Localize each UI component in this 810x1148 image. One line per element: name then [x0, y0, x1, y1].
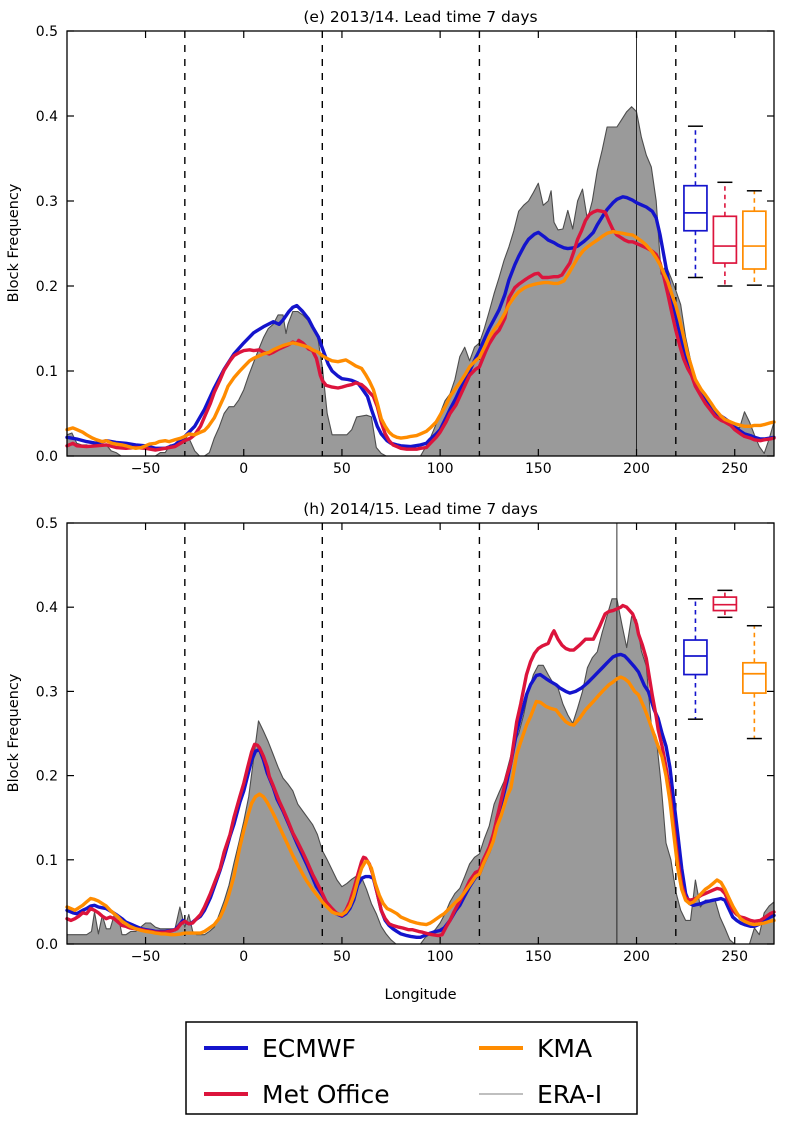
- y-tick-label: 0.0: [36, 937, 58, 953]
- x-tick-label: 0: [239, 461, 248, 477]
- axes-frame: [66, 30, 775, 457]
- x-tick-label: 50: [333, 461, 351, 477]
- legend-entry-ecmwf: ECMWF: [204, 1034, 356, 1063]
- y-tick-label: 0.3: [36, 684, 58, 700]
- x-tick-label: 150: [525, 949, 552, 965]
- legend: ECMWF Met Office KMA ERA-I: [185, 1021, 638, 1115]
- ecmwf-boxplot: [683, 125, 708, 279]
- box: [742, 661, 767, 694]
- y-tick-label: 0.2: [36, 279, 58, 295]
- x-tick-label: −50: [131, 949, 161, 965]
- y-tick-label: 0.4: [36, 600, 58, 616]
- legend-label: Met Office: [262, 1080, 390, 1109]
- x-tick-label: 100: [427, 949, 454, 965]
- y-tick-label: 0.2: [36, 769, 58, 785]
- x-tick-label: 0: [239, 949, 248, 965]
- y-tick-label: 0.4: [36, 109, 58, 125]
- x-tick-label: 200: [623, 949, 650, 965]
- met-office-line: [65, 208, 776, 452]
- y-tick-label: 0.0: [36, 449, 58, 465]
- legend-entry-era-i: ERA-I: [479, 1080, 602, 1109]
- y-tick-label: 0.5: [36, 516, 58, 532]
- met-office-boxplot: [712, 589, 738, 619]
- x-axis-label: Longitude: [384, 987, 456, 1003]
- y-tick-label: 0.1: [36, 853, 58, 869]
- era-i-area: [67, 598, 774, 944]
- y-tick-label: 0.3: [36, 194, 58, 210]
- legend-label: ECMWF: [262, 1034, 356, 1063]
- x-tick-label: 50: [333, 949, 351, 965]
- y-axis-label: Block Frequency: [6, 673, 22, 792]
- y-axis-label: Block Frequency: [6, 183, 22, 302]
- top-panel: −50 0 50 100 150 200 250 0.0 0.1 0.2 0.3 0.4 0.5 (e) …: [6, 8, 776, 477]
- panel-title: (e) 2013/14. Lead time 7 days: [303, 8, 537, 26]
- kma-line: [65, 229, 776, 450]
- legend-label: ERA-I: [537, 1080, 602, 1109]
- kma-line: [65, 675, 776, 937]
- ecmwf-line: [65, 195, 776, 450]
- y-tick-label: 0.1: [36, 364, 58, 380]
- kma-boxplot: [742, 624, 767, 740]
- kma-boxplot: [742, 190, 767, 286]
- bottom-panel: −50 0 50 100 150 200 250 0.0 0.1 0.2 0.3 0.4 0.5 (h) …: [6, 500, 776, 1003]
- box: [683, 184, 708, 232]
- x-tick-label: 150: [525, 461, 552, 477]
- x-tick-label: −50: [131, 461, 161, 477]
- legend-entry-kma: KMA: [479, 1034, 592, 1063]
- x-tick-label: 100: [427, 461, 454, 477]
- met-office-line: [65, 603, 776, 938]
- axes-frame: [66, 522, 775, 945]
- era-i-area: [67, 106, 774, 456]
- panel-title: (h) 2014/15. Lead time 7 days: [303, 500, 538, 518]
- met-office-boxplot: [712, 181, 738, 287]
- legend-box: [185, 1021, 638, 1115]
- legend-entry-met-office: Met Office: [204, 1080, 390, 1109]
- x-tick-label: 250: [721, 461, 748, 477]
- box: [742, 210, 767, 270]
- x-tick-label: 250: [721, 949, 748, 965]
- box: [683, 639, 708, 676]
- ecmwf-boxplot: [683, 598, 708, 720]
- legend-label: KMA: [537, 1034, 592, 1063]
- box: [712, 215, 738, 264]
- y-tick-label: 0.5: [36, 24, 58, 40]
- x-tick-label: 200: [623, 461, 650, 477]
